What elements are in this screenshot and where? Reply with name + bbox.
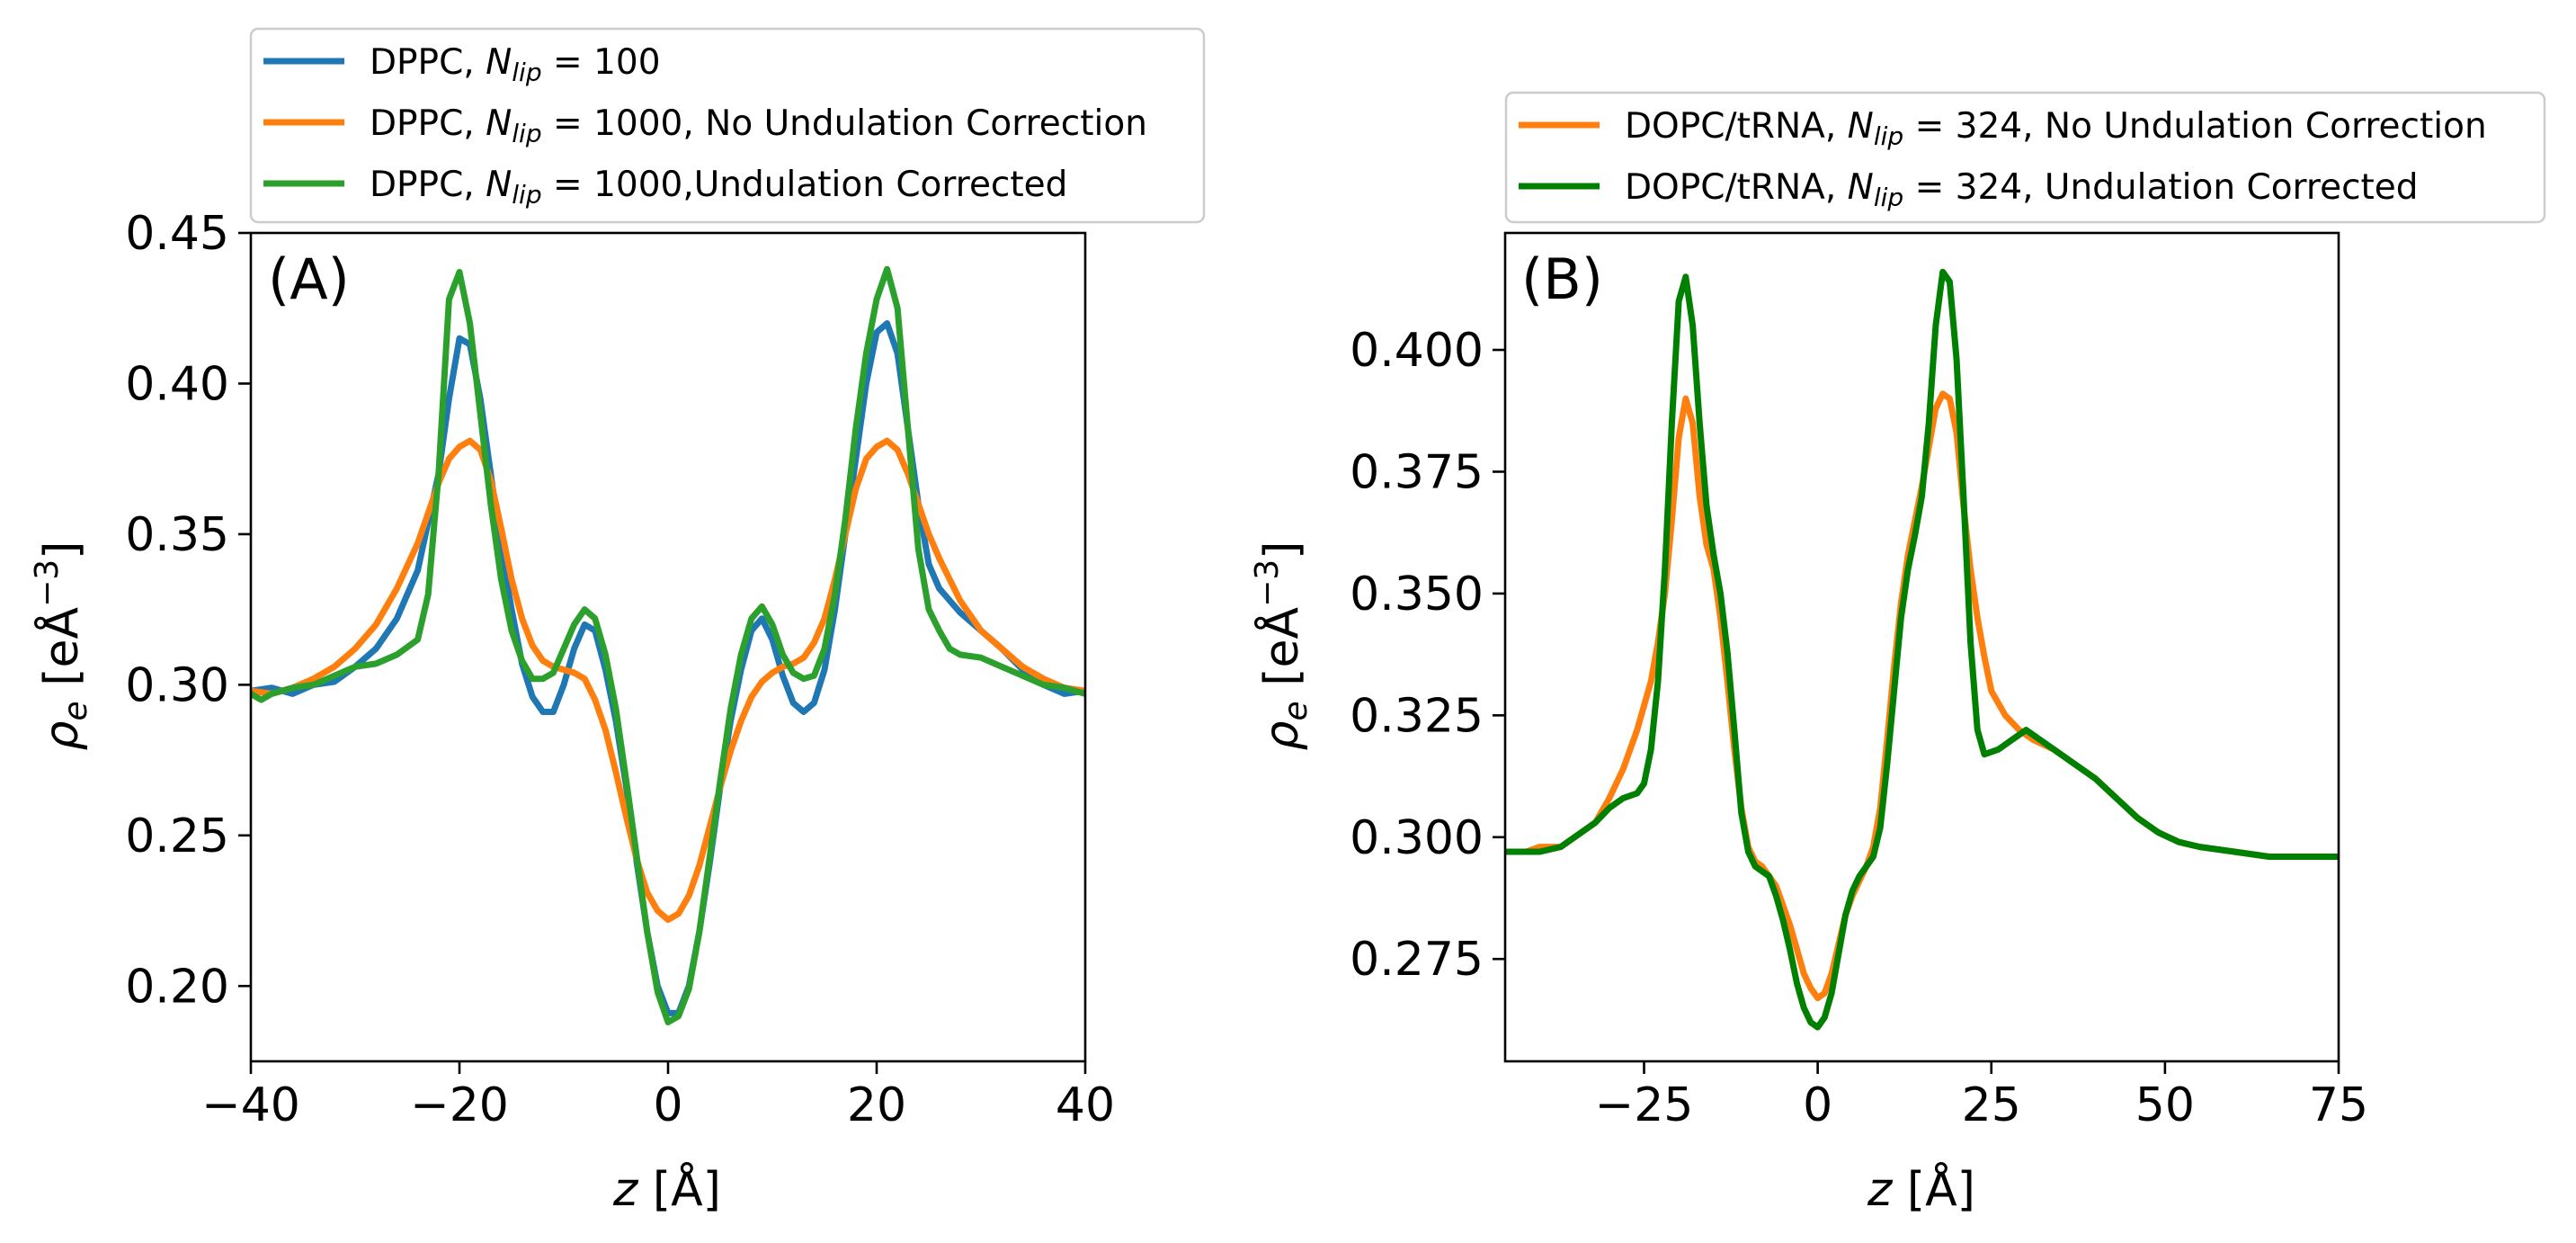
y-tick-label-a-5: 0.45 xyxy=(125,207,229,261)
x-tick-label-b-2: 25 xyxy=(1962,1078,2021,1132)
y-tick-label-b-3: 0.350 xyxy=(1350,568,1484,622)
svg-text:DPPC, Nlip = 100: DPPC, Nlip = 100 xyxy=(370,42,661,87)
panel-label-b: (B) xyxy=(1521,246,1603,312)
legend-b-box xyxy=(1504,91,2546,224)
x-tick-label-b-1: 0 xyxy=(1803,1078,1832,1132)
x-tick-label-b-3: 50 xyxy=(2135,1078,2195,1132)
ticks-a: −40 −20 0 20 40 0.20 0.25 0.30 0.35 0.40 0.45 xyxy=(125,207,1115,1132)
x-axis-label-b: z [Å] xyxy=(1867,1161,1975,1217)
panel-label-a: (A) xyxy=(268,246,350,312)
series-layer-a xyxy=(251,265,1085,1025)
legend-a: DPPC, Nlip = 100 DPPC, Nlip = 1000, No Un… xyxy=(249,27,1206,224)
svg-text:DPPC, Nlip = 1000,Undulation C: DPPC, Nlip = 1000,Undulation Corrected xyxy=(370,165,1067,210)
series-line-a-3 xyxy=(251,265,1085,1025)
y-tick-label-b-5: 0.400 xyxy=(1350,324,1484,378)
panel-a: DPPC, Nlip = 100 DPPC, Nlip = 1000, No Un… xyxy=(29,27,1206,1217)
y-tick-label-b-0: 0.275 xyxy=(1350,933,1484,987)
x-tick-label-a-4: 40 xyxy=(1056,1078,1115,1132)
x-tick-label-b-0: −25 xyxy=(1595,1078,1694,1132)
y-tick-label-a-2: 0.30 xyxy=(125,658,229,712)
legend-b: DOPC/tRNA, Nlip = 324, No Undulation Cor… xyxy=(1504,91,2546,224)
y-tick-label-a-3: 0.35 xyxy=(125,508,229,562)
x-tick-label-a-1: −20 xyxy=(410,1078,509,1132)
x-tick-label-a-3: 20 xyxy=(847,1078,906,1132)
series-line-a-1 xyxy=(251,320,1085,1016)
legend-entry-a-1: DPPC, Nlip = 100 xyxy=(263,42,661,87)
axes-b-frame xyxy=(1503,231,2340,1063)
x-tick-label-a-2: 0 xyxy=(653,1078,682,1132)
x-tick-label-b-4: 75 xyxy=(2309,1078,2368,1132)
y-axis-label-b: ρe [eÅ−3] xyxy=(1249,541,1315,751)
x-axis-label-a: z [Å] xyxy=(612,1161,721,1217)
y-tick-label-a-1: 0.25 xyxy=(125,809,229,863)
y-tick-label-a-4: 0.40 xyxy=(125,357,229,411)
svg-text:DOPC/tRNA, Nlip = 324, No Undu: DOPC/tRNA, Nlip = 324, No Undulation Cor… xyxy=(1625,106,2487,151)
legend-entry-a-3: DPPC, Nlip = 1000,Undulation Corrected xyxy=(263,165,1067,210)
legend-entry-a-2: DPPC, Nlip = 1000, No Undulation Correct… xyxy=(263,103,1147,148)
panel-b: DOPC/tRNA, Nlip = 324, No Undulation Cor… xyxy=(1249,91,2546,1217)
y-tick-label-b-1: 0.300 xyxy=(1350,811,1484,865)
svg-text:DPPC, Nlip = 1000, No Undulati: DPPC, Nlip = 1000, No Undulation Correct… xyxy=(370,103,1147,148)
legend-entry-b-2: DOPC/tRNA, Nlip = 324, Undulation Correc… xyxy=(1519,167,2419,212)
legend-entry-b-1: DOPC/tRNA, Nlip = 324, No Undulation Cor… xyxy=(1519,106,2487,151)
y-tick-label-b-2: 0.325 xyxy=(1350,689,1484,743)
svg-text:DOPC/tRNA, Nlip = 324, Undulat: DOPC/tRNA, Nlip = 324, Undulation Correc… xyxy=(1625,167,2419,212)
x-tick-label-a-0: −40 xyxy=(201,1078,300,1132)
ticks-b: −25 0 25 50 75 0.275 0.300 0.325 0.350 0.375 0.400 xyxy=(1350,324,2368,1132)
legend-a-box xyxy=(249,27,1206,224)
series-line-b-2 xyxy=(1505,268,2339,1031)
series-line-a-2 xyxy=(251,437,1085,924)
y-tick-label-b-4: 0.375 xyxy=(1350,445,1484,499)
y-axis-label-a: ρe [eÅ−3] xyxy=(29,541,94,751)
series-layer-b xyxy=(1505,268,2339,1031)
y-tick-label-a-0: 0.20 xyxy=(125,960,229,1014)
